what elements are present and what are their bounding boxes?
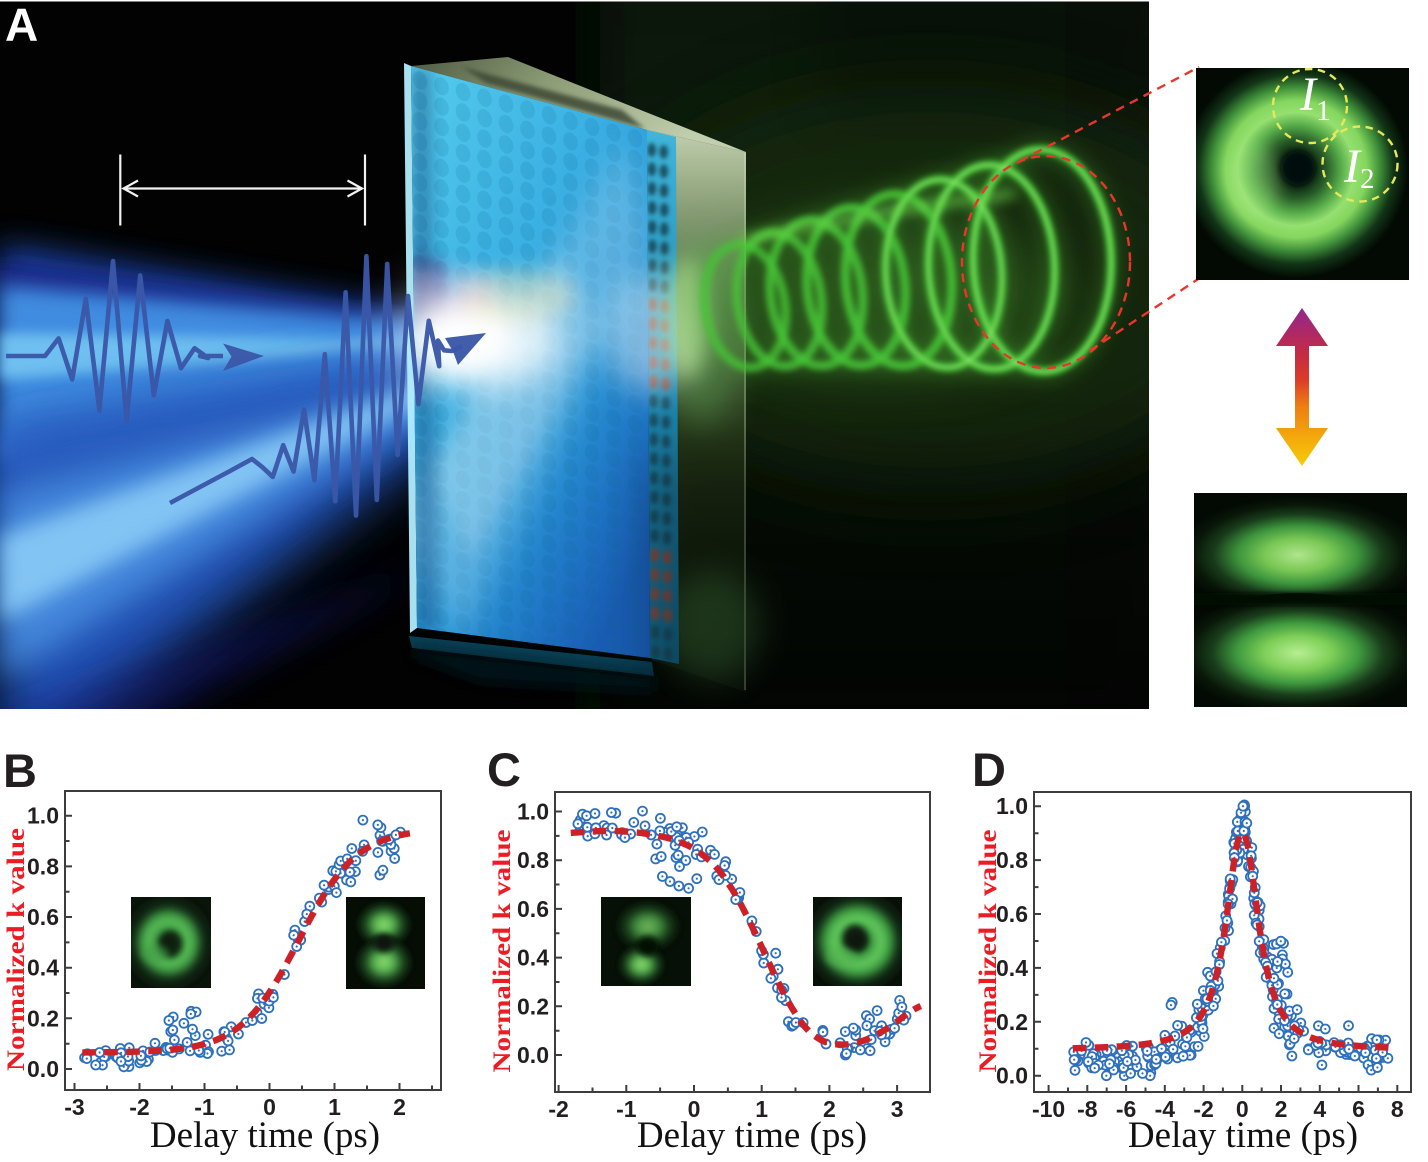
- svg-text:3: 3: [891, 1096, 904, 1122]
- svg-text:1: 1: [755, 1096, 768, 1122]
- svg-text:-4: -4: [1155, 1096, 1176, 1122]
- svg-text:Normalized k value: Normalized k value: [975, 830, 1002, 1073]
- svg-text:0.8: 0.8: [27, 853, 59, 879]
- svg-text:-1: -1: [616, 1096, 637, 1122]
- svg-text:-1: -1: [194, 1094, 215, 1120]
- svg-text:0.6: 0.6: [996, 901, 1028, 927]
- svg-text:0: 0: [1236, 1096, 1249, 1122]
- svg-text:0.0: 0.0: [27, 1056, 59, 1082]
- svg-text:A: A: [5, 0, 38, 51]
- svg-text:2: 2: [1275, 1096, 1288, 1122]
- svg-text:1.0: 1.0: [996, 793, 1028, 819]
- svg-text:Delay time (ps): Delay time (ps): [637, 1115, 867, 1156]
- svg-text:B: B: [3, 744, 37, 797]
- svg-text:D: D: [972, 743, 1006, 796]
- svg-text:0.0: 0.0: [517, 1042, 549, 1068]
- svg-text:0.2: 0.2: [517, 993, 549, 1019]
- svg-text:2: 2: [393, 1094, 406, 1120]
- svg-text:0.6: 0.6: [517, 896, 549, 922]
- svg-text:0.8: 0.8: [996, 847, 1028, 873]
- svg-text:Delay time (ps): Delay time (ps): [1128, 1115, 1358, 1156]
- svg-text:1.0: 1.0: [27, 803, 59, 829]
- svg-text:0: 0: [263, 1094, 276, 1120]
- svg-text:0.2: 0.2: [27, 1005, 59, 1031]
- svg-text:1.0: 1.0: [517, 799, 549, 825]
- svg-text:0.4: 0.4: [517, 945, 549, 971]
- svg-text:-3: -3: [64, 1094, 84, 1120]
- svg-text:0.6: 0.6: [27, 904, 59, 930]
- svg-text:6: 6: [1352, 1096, 1365, 1122]
- svg-text:-8: -8: [1077, 1096, 1098, 1122]
- svg-text:0.2: 0.2: [996, 1009, 1028, 1035]
- svg-text:0.4: 0.4: [27, 955, 59, 981]
- svg-text:0.4: 0.4: [996, 955, 1028, 981]
- svg-text:-10: -10: [1032, 1096, 1065, 1122]
- svg-text:C: C: [487, 743, 521, 796]
- svg-text:I1: I1: [1299, 68, 1330, 127]
- svg-text:8: 8: [1391, 1096, 1404, 1122]
- svg-text:1: 1: [328, 1094, 341, 1120]
- svg-text:2: 2: [823, 1096, 836, 1122]
- svg-text:0.8: 0.8: [517, 847, 549, 873]
- svg-text:4: 4: [1313, 1096, 1326, 1122]
- svg-text:Normalized k value: Normalized k value: [489, 830, 516, 1073]
- svg-text:-6: -6: [1116, 1096, 1136, 1122]
- svg-text:-2: -2: [548, 1096, 568, 1122]
- svg-text:-2: -2: [129, 1094, 149, 1120]
- svg-text:0: 0: [688, 1096, 701, 1122]
- svg-text:Normalized k value: Normalized k value: [3, 828, 30, 1071]
- svg-text:-2: -2: [1193, 1096, 1213, 1122]
- svg-text:Delay time (ps): Delay time (ps): [150, 1115, 380, 1156]
- svg-text:0.0: 0.0: [996, 1063, 1028, 1089]
